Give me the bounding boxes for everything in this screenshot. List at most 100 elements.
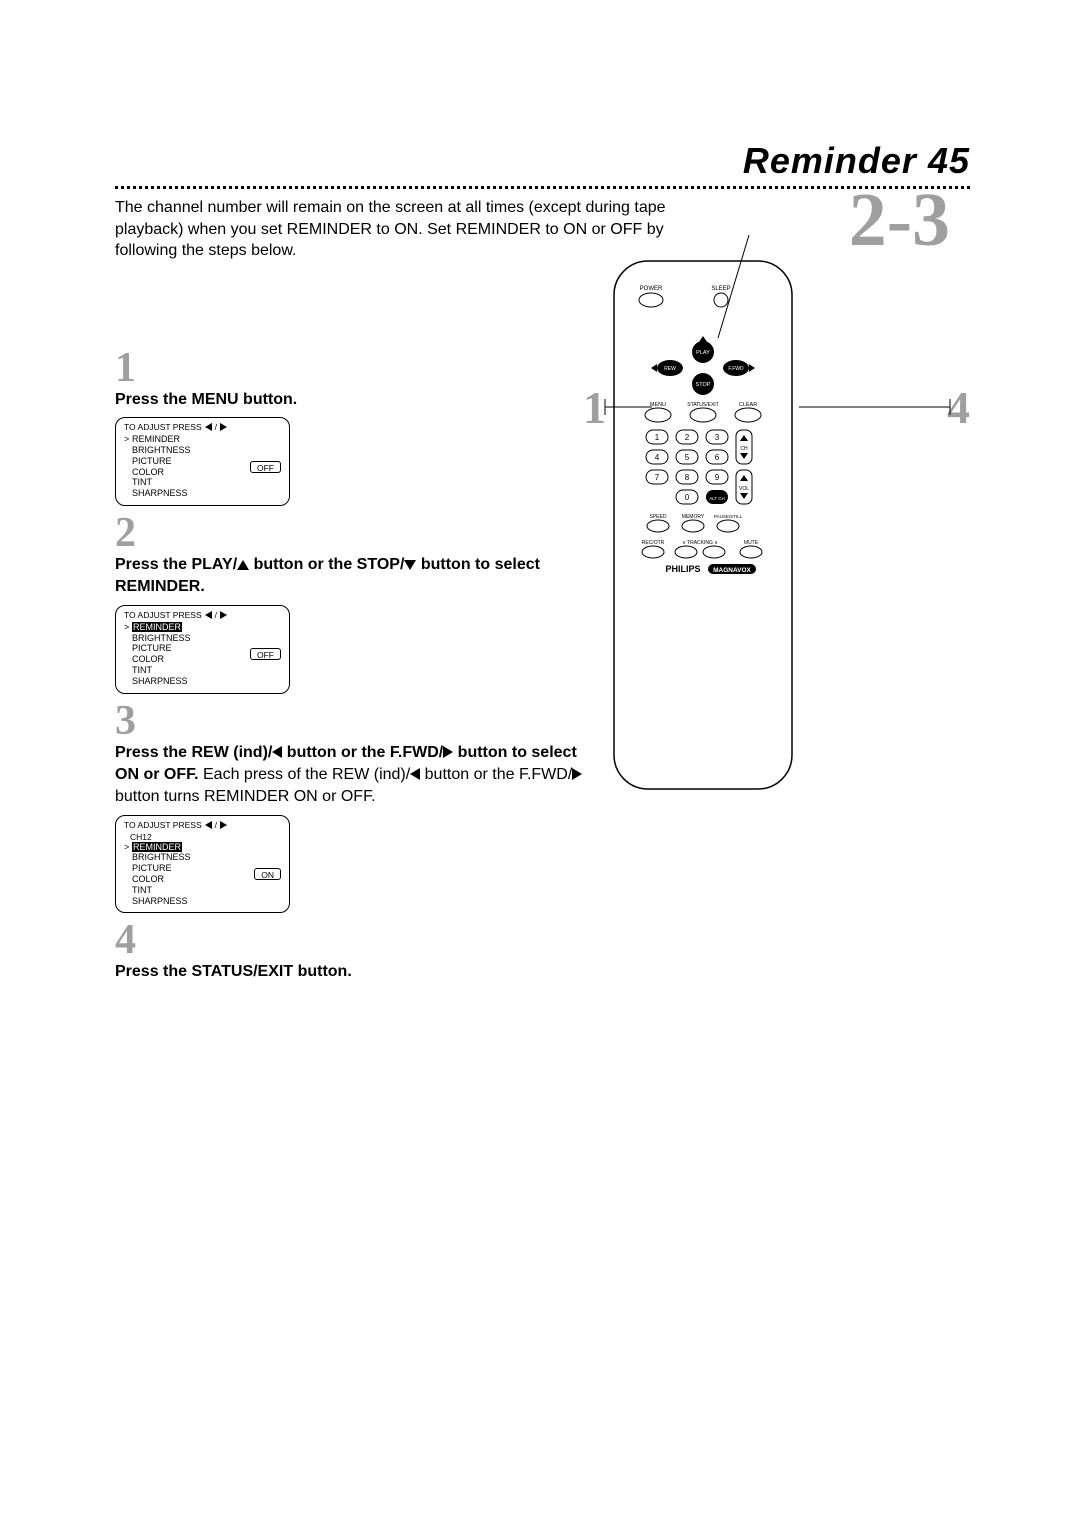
- osd-value: ON: [254, 868, 281, 880]
- svg-text:2: 2: [685, 433, 690, 442]
- osd-cursor: >: [124, 434, 132, 445]
- left-arrow-icon: [205, 423, 212, 431]
- left-arrow-icon: [205, 821, 212, 829]
- remote-control-diagram: POWER SLEEP PLAY REW F.FWD STOP MENU STA…: [613, 260, 793, 790]
- osd-item: COLOR: [132, 654, 164, 664]
- osd-cursor: >: [124, 842, 132, 853]
- osd-title-text: TO ADJUST PRESS: [124, 422, 202, 432]
- right-arrow-icon: [443, 746, 453, 758]
- svg-text:3: 3: [715, 433, 720, 442]
- osd-list: >REMINDER BRIGHTNESS PICTURE COLOR TINT …: [124, 842, 250, 907]
- right-arrow-icon: [220, 611, 227, 619]
- svg-text:6: 6: [715, 453, 720, 462]
- page-title: Reminder 45: [115, 140, 970, 182]
- svg-text:REC/OTR: REC/OTR: [642, 540, 665, 546]
- osd-title-text: TO ADJUST PRESS: [124, 820, 202, 830]
- power-label: POWER: [640, 286, 663, 292]
- osd-item: PICTURE: [132, 456, 172, 466]
- status-label: STATUS/EXIT: [687, 402, 718, 408]
- step-3-body-b: button or the F.FWD/: [420, 766, 572, 783]
- up-arrow-icon: [237, 560, 249, 570]
- step-3-num: 3: [115, 700, 970, 742]
- osd-item: BRIGHTNESS: [132, 445, 191, 455]
- play-label: PLAY: [696, 350, 710, 356]
- osd-item: REMINDER: [132, 622, 182, 632]
- right-arrow-icon: [220, 423, 227, 431]
- philips-logo: PHILIPS: [665, 564, 700, 574]
- svg-text:VOL: VOL: [739, 486, 749, 492]
- callout-1: 1: [583, 385, 606, 431]
- svg-text:MUTE: MUTE: [744, 540, 759, 546]
- left-arrow-icon: [410, 768, 420, 780]
- svg-text:1: 1: [655, 433, 660, 442]
- osd-value: OFF: [250, 648, 281, 660]
- step-4-text: Press the STATUS/EXIT button.: [115, 961, 970, 983]
- osd-2: TO ADJUST PRESS / >REMINDER BRIGHTNESS P…: [115, 605, 290, 694]
- osd-item: SHARPNESS: [132, 676, 188, 686]
- osd-1: TO ADJUST PRESS / >REMINDER BRIGHTNESS P…: [115, 417, 290, 506]
- left-arrow-icon: [205, 611, 212, 619]
- step-4-num: 4: [115, 919, 970, 961]
- rew-label: REW: [664, 366, 676, 372]
- osd-value: OFF: [250, 461, 281, 473]
- osd-3: TO ADJUST PRESS / CH12 >REMINDER BRIGHTN…: [115, 815, 290, 914]
- clear-label: CLEAR: [739, 402, 757, 408]
- slash: /: [215, 820, 217, 830]
- slash: /: [215, 422, 217, 432]
- osd-item: PICTURE: [132, 863, 172, 873]
- menu-label: MENU: [650, 402, 666, 408]
- step-3-text: Press the REW (ind)/ button or the F.FWD…: [115, 742, 585, 809]
- svg-text:SPEED: SPEED: [650, 514, 667, 520]
- osd-item: PICTURE: [132, 643, 172, 653]
- osd-item: BRIGHTNESS: [132, 852, 191, 862]
- osd-list: >REMINDER BRIGHTNESS PICTURE COLOR TINT …: [124, 434, 246, 499]
- osd-item: REMINDER: [132, 842, 182, 852]
- left-arrow-icon: [272, 746, 282, 758]
- slash: /: [215, 610, 217, 620]
- osd-ch: CH12: [130, 832, 281, 842]
- osd-item: COLOR: [132, 467, 164, 477]
- osd-cursor: >: [124, 622, 132, 633]
- down-arrow-icon: [404, 560, 416, 570]
- svg-text:∨ TRACKING ∧: ∨ TRACKING ∧: [682, 540, 718, 546]
- step-2-num: 2: [115, 512, 970, 554]
- svg-text:7: 7: [655, 473, 660, 482]
- svg-text:8: 8: [685, 473, 690, 482]
- step-2-a: Press the PLAY/: [115, 556, 237, 573]
- step-2-text: Press the PLAY/ button or the STOP/ butt…: [115, 554, 585, 599]
- svg-text:4: 4: [655, 453, 660, 462]
- osd-list: >REMINDER BRIGHTNESS PICTURE COLOR TINT …: [124, 622, 246, 687]
- svg-text:ALT CH: ALT CH: [709, 496, 725, 501]
- osd-title: TO ADJUST PRESS /: [124, 820, 281, 830]
- step-2-b: button or the STOP/: [249, 556, 404, 573]
- callout-4: 4: [947, 385, 970, 431]
- sleep-label: SLEEP: [711, 286, 730, 292]
- step-3-b: button or the F.FWD/: [282, 744, 443, 761]
- step-3-body-a: Each press of the REW (ind)/: [199, 766, 411, 783]
- magnavox-logo: MAGNAVOX: [713, 567, 751, 574]
- title-num: 45: [928, 140, 970, 181]
- ffwd-label: F.FWD: [728, 366, 744, 372]
- step-3-a: Press the REW (ind)/: [115, 744, 272, 761]
- osd-item: SHARPNESS: [132, 488, 188, 498]
- svg-text:5: 5: [685, 453, 690, 462]
- osd-item: BRIGHTNESS: [132, 633, 191, 643]
- osd-title: TO ADJUST PRESS /: [124, 422, 281, 432]
- step-3-body-c: button turns REMINDER ON or OFF.: [115, 788, 376, 805]
- svg-text:MEMORY: MEMORY: [682, 514, 705, 520]
- osd-title-text: TO ADJUST PRESS: [124, 610, 202, 620]
- step-1-text: Press the MENU button.: [115, 389, 970, 411]
- title-main: Reminder: [743, 140, 917, 181]
- svg-text:0: 0: [685, 493, 690, 502]
- right-arrow-icon: [572, 768, 582, 780]
- svg-text:9: 9: [715, 473, 720, 482]
- osd-title: TO ADJUST PRESS /: [124, 610, 281, 620]
- callout-2-3: 2-3: [849, 182, 950, 258]
- step-1-num: 1: [115, 347, 970, 389]
- right-arrow-icon: [220, 821, 227, 829]
- dotted-rule: [115, 186, 970, 189]
- svg-text:CH: CH: [740, 446, 748, 452]
- osd-item: TINT: [132, 665, 152, 675]
- osd-item: SHARPNESS: [132, 896, 188, 906]
- osd-item: TINT: [132, 885, 152, 895]
